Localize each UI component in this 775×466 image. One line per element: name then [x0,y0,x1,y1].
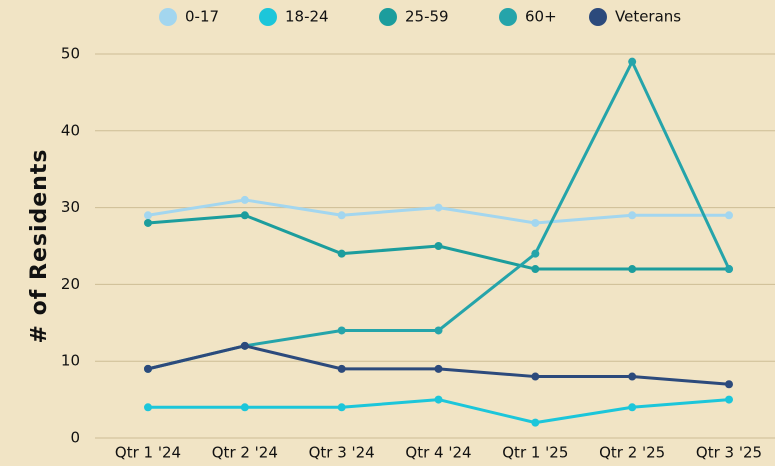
data-point [144,218,152,227]
x-tick-label: Qtr 1 '25 [502,444,568,462]
data-point [240,403,249,412]
data-point [628,211,637,220]
x-tick-label: Qtr 2 '24 [212,444,278,462]
legend-label: Veterans [615,8,681,26]
y-tick-label: 30 [61,198,80,216]
data-point [240,341,249,350]
legend-marker [159,8,177,26]
data-point [434,364,443,373]
data-point [337,326,346,335]
data-point [144,364,152,373]
data-point [337,249,346,258]
y-tick-label: 10 [61,352,80,370]
data-point [434,395,443,404]
data-point [240,211,249,220]
legend-label: 60+ [525,8,557,26]
data-point [628,372,637,381]
x-tick-label: Qtr 1 '24 [115,444,181,462]
data-point [434,242,443,250]
data-point [725,380,733,389]
y-tick-label: 40 [61,121,80,139]
data-point [531,218,540,227]
legend-label: 0-17 [185,8,219,26]
data-point [531,265,540,274]
data-point [337,364,346,373]
legend-marker [259,8,277,26]
x-tick-label: Qtr 3 '24 [309,444,375,462]
legend-label: 18-24 [285,8,329,26]
legend-marker [589,8,607,26]
data-point [144,211,152,220]
y-tick-label: 20 [61,275,80,293]
data-point [531,372,540,381]
data-point [144,403,152,412]
legend-label: 25-59 [405,8,449,26]
y-axis-label: # of Residents [27,149,52,344]
x-tick-label: Qtr 3 '25 [696,444,762,462]
x-tick-label: Qtr 2 '25 [599,444,665,462]
data-point [337,211,346,220]
y-tick-label: 0 [70,429,80,447]
data-point [531,249,540,258]
data-point [725,265,733,274]
data-point [628,403,637,412]
data-point [628,265,637,274]
data-point [628,57,637,66]
data-point [240,195,249,204]
data-point [434,326,443,335]
legend-marker [379,8,397,26]
y-tick-label: 50 [61,45,80,63]
x-tick-label: Qtr 4 '24 [405,444,471,462]
data-point [725,211,733,220]
data-point [725,395,733,404]
data-point [531,418,540,427]
data-point [337,403,346,412]
legend-marker [499,8,517,26]
data-point [434,203,443,212]
